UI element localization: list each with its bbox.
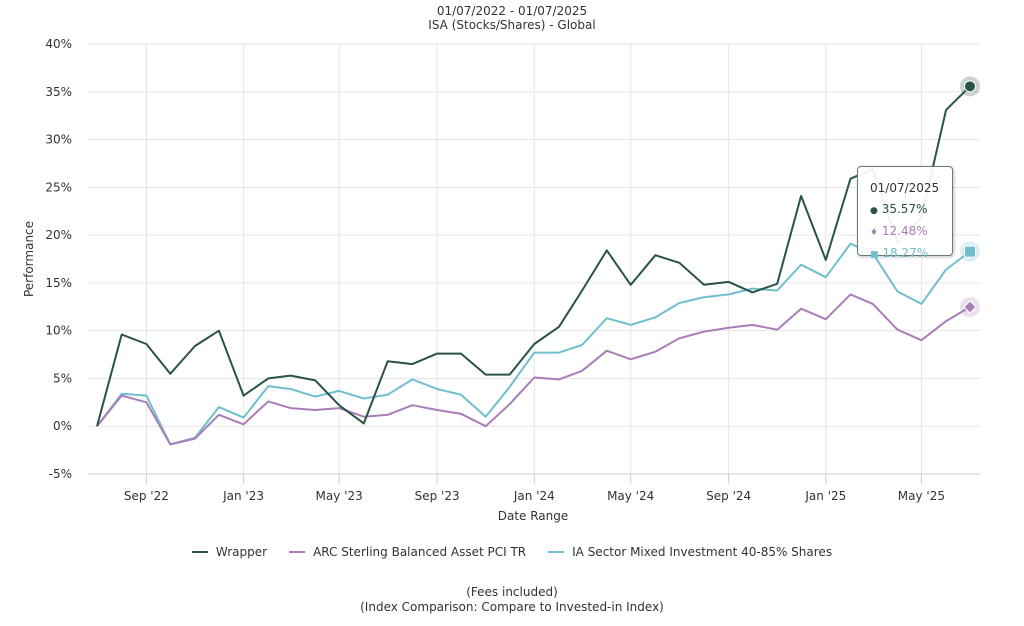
- grid-lines: [88, 43, 980, 475]
- series-line-0[interactable]: [96, 85, 971, 427]
- end-marker-1[interactable]: [963, 300, 977, 314]
- comparison-note: (Index Comparison: Compare to Invested-i…: [360, 600, 664, 614]
- series-line-2[interactable]: [96, 242, 971, 446]
- x-tick-label: May '24: [607, 489, 654, 503]
- y-tick-label: 15%: [45, 276, 72, 290]
- x-axis-label: Date Range: [498, 509, 569, 523]
- y-axis-label: Performance: [22, 221, 36, 297]
- hover-tooltip: 01/07/2025 ● 35.57% ♦ 12.48% ■ 18.27%: [857, 166, 953, 260]
- y-axis-ticks: -5% 0% 5% 10% 15% 20% 25% 30% 35% 40%: [45, 37, 72, 481]
- y-tick-label: 0%: [53, 419, 72, 433]
- x-tick-label: May '25: [898, 489, 945, 503]
- chart-period: 01/07/2022 - 01/07/2025: [436, 4, 588, 18]
- tooltip-ia-value: 18.27%: [882, 246, 929, 260]
- y-tick-label: 20%: [45, 228, 72, 242]
- y-tick-label: 40%: [45, 37, 72, 51]
- tooltip-arc-icon: ♦: [870, 228, 879, 238]
- legend-label-ia: IA Sector Mixed Investment 40-85% Shares: [572, 545, 833, 559]
- y-tick-label: 35%: [45, 85, 72, 99]
- end-marker-0[interactable]: [964, 80, 976, 93]
- y-tick-label: 5%: [53, 371, 72, 385]
- x-tick-label: Sep '23: [415, 489, 460, 503]
- x-tick-label: Sep '22: [124, 489, 169, 503]
- tooltip-date: 01/07/2025: [870, 181, 940, 195]
- chart-legend: Wrapper ARC Sterling Balanced Asset PCI …: [0, 545, 1024, 559]
- performance-chart: Sep '22 Jan '23 May '23 Sep '23 Jan '24 May '…: [22, 37, 980, 523]
- x-tick-label: Jan '23: [222, 489, 264, 503]
- legend-item-wrapper[interactable]: Wrapper: [191, 545, 268, 559]
- y-tick-label: 30%: [45, 133, 72, 147]
- chart-wrapper: ISA (Stocks/Shares) - Global: [428, 18, 596, 32]
- tooltip-arc-value: 12.48%: [881, 224, 928, 238]
- end-marker-2[interactable]: [964, 245, 976, 258]
- x-tick-label: May '23: [316, 489, 363, 503]
- tooltip-row-ia: ■ 18.27%: [870, 243, 952, 265]
- y-tick-label: -5%: [49, 467, 72, 481]
- x-tick-label: Jan '24: [513, 489, 555, 503]
- tooltip-wrapper-icon: ●: [870, 206, 878, 216]
- tooltip-row-arc: ♦ 12.48%: [870, 221, 952, 243]
- legend-swatch-arc: [289, 551, 306, 553]
- legend-item-arc[interactable]: ARC Sterling Balanced Asset PCI TR: [289, 545, 526, 559]
- y-tick-label: 10%: [45, 324, 72, 338]
- x-tick-label: Sep '24: [706, 489, 751, 503]
- legend-label-arc: ARC Sterling Balanced Asset PCI TR: [313, 545, 527, 559]
- legend-swatch-wrapper: [191, 551, 208, 553]
- tooltip-row-wrapper: ● 35.57%: [870, 199, 952, 221]
- tooltip-wrapper-value: 35.57%: [881, 202, 928, 216]
- y-tick-label: 25%: [45, 180, 72, 194]
- x-axis-ticks: Sep '22 Jan '23 May '23 Sep '23 Jan '24 May '…: [88, 473, 980, 503]
- legend-label-wrapper: Wrapper: [215, 545, 268, 559]
- legend-swatch-ia: [548, 551, 565, 553]
- series-lines[interactable]: [96, 85, 971, 446]
- series-line-1[interactable]: [96, 293, 971, 446]
- x-tick-label: Jan '25: [804, 489, 846, 503]
- tooltip-ia-icon: ■: [870, 250, 879, 260]
- fees-note: (Fees included): [466, 585, 558, 599]
- legend-item-ia[interactable]: IA Sector Mixed Investment 40-85% Shares: [548, 545, 832, 559]
- series-end-markers[interactable]: [960, 76, 980, 317]
